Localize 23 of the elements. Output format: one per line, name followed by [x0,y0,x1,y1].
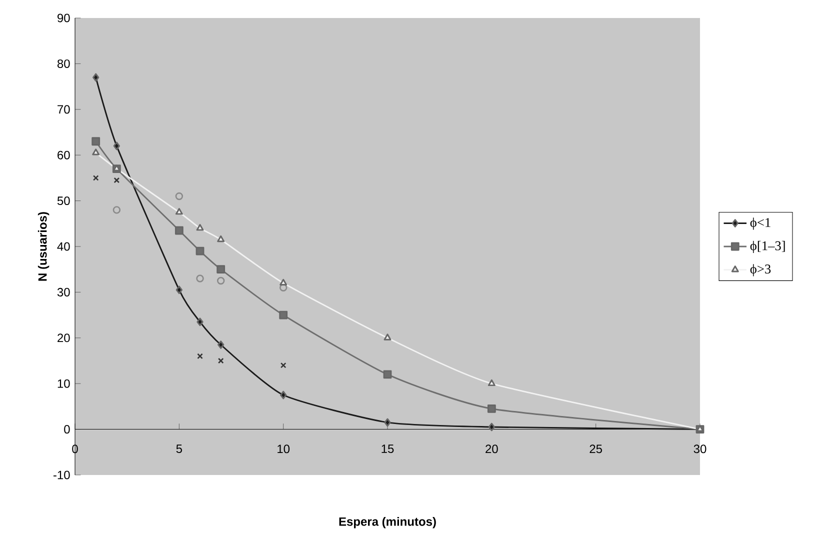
x-tick-label: 0 [72,444,78,454]
y-tick-label: 60 [58,151,70,160]
x-tick-label: 25 [590,444,602,454]
legend-label: ϕ>3 [750,264,771,276]
y-tick-label: 40 [57,242,70,251]
y-tick-label: 50 [57,196,70,206]
x-tick-label: 20 [486,444,498,454]
y-tick-label: 70 [58,105,70,114]
y-axis-title: N (usuarios) [38,212,50,281]
x-tick-label: 10 [278,444,290,454]
x-tick-label: 15 [382,444,394,454]
legend-label: ϕ[1–3] [750,241,785,254]
legend-label: ϕ<1 [750,218,770,230]
y-tick-label: 0 [64,425,70,434]
x-tick-label: 30 [694,444,706,454]
y-tick-label: 30 [57,288,70,297]
y-tick-label: 10 [58,380,70,388]
y-tick-label: 20 [58,334,70,342]
x-axis-title: Espera (minutos) [339,517,436,528]
x-tick-label: 5 [176,444,182,454]
y-tick-label: 90 [58,14,70,22]
y-tick-label: -10 [54,470,70,480]
y-tick-label: 80 [57,60,70,68]
